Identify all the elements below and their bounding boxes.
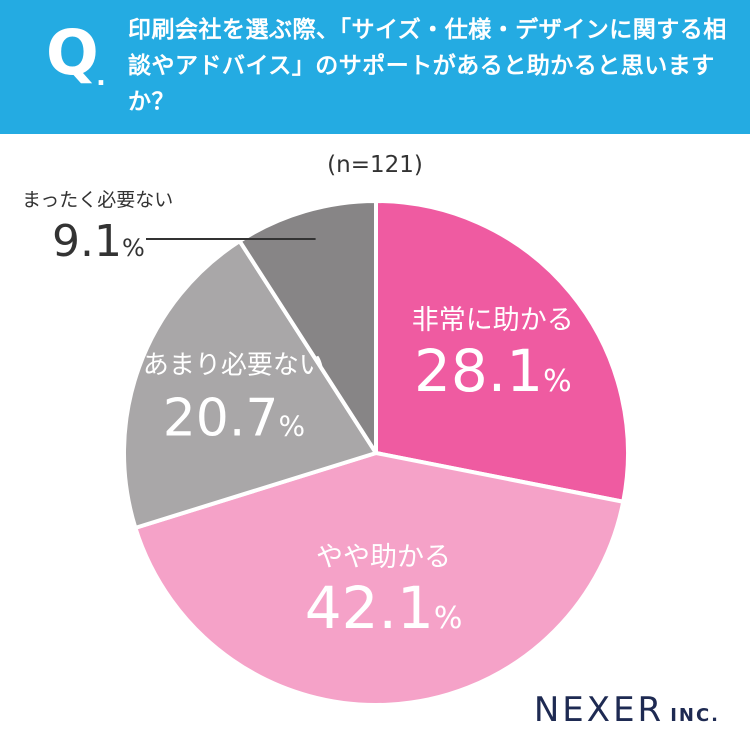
pie-slice bbox=[122, 239, 378, 530]
logo-name: NEXER bbox=[533, 690, 665, 730]
question-text: 印刷会社を選ぶ際、「サイズ・仕様・デザインに関する相談やアドバイス」のサポートが… bbox=[128, 17, 727, 115]
slice-value: 42.1% bbox=[305, 574, 463, 642]
slice-label: まったく必要ない bbox=[22, 189, 173, 211]
pie-slices bbox=[122, 199, 630, 707]
slice-value: 28.1% bbox=[414, 337, 572, 405]
slice-value: 20.7% bbox=[163, 388, 305, 448]
slice-label: 非常に助かる bbox=[412, 305, 574, 336]
q-mark: Q bbox=[46, 16, 99, 89]
slice-value: 9.1% bbox=[52, 216, 145, 267]
slice-label: あまり必要ない bbox=[143, 350, 325, 380]
logo-suffix: INC. bbox=[670, 705, 720, 726]
pie-slice bbox=[133, 451, 626, 707]
q-dot: . bbox=[96, 62, 106, 92]
pie-slice bbox=[237, 199, 378, 455]
slice-label: やや助かる bbox=[316, 542, 451, 573]
question-banner: Q . 印刷会社を選ぶ際、「サイズ・仕様・デザインに関する相談やアドバイス」のサ… bbox=[0, 0, 750, 134]
company-logo: NEXER INC. bbox=[534, 690, 720, 730]
pie-slice bbox=[374, 199, 630, 504]
sample-size: (n=121) bbox=[327, 152, 423, 178]
